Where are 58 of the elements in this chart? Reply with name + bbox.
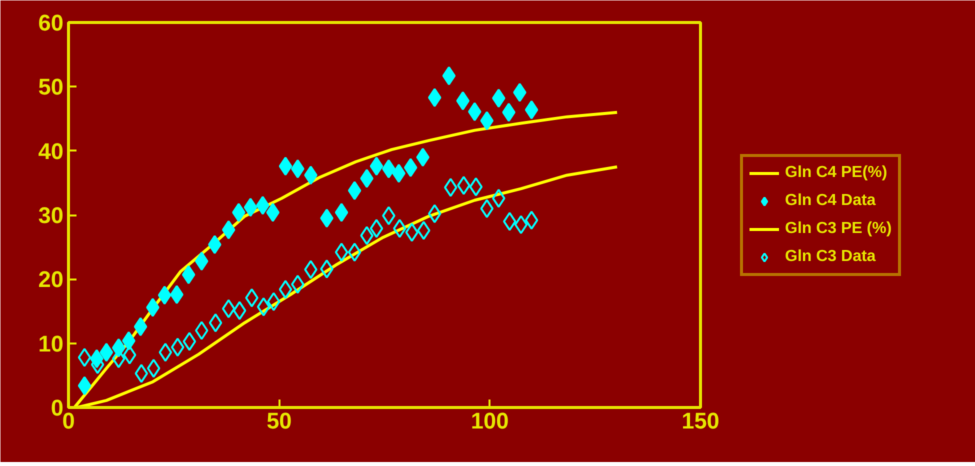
point [222, 299, 236, 318]
point [480, 199, 494, 218]
point [524, 100, 538, 120]
point [405, 222, 419, 242]
point [158, 342, 172, 362]
point [182, 332, 196, 351]
point [428, 88, 442, 108]
point [134, 317, 148, 336]
point [469, 177, 483, 196]
line-series [72, 110, 619, 408]
point [100, 342, 114, 362]
point [370, 156, 384, 176]
point [266, 202, 280, 222]
point [334, 202, 348, 222]
legend-label: Gln C4 Data [785, 192, 876, 210]
point [122, 345, 136, 364]
point [456, 91, 470, 110]
point [182, 265, 196, 284]
point [514, 215, 528, 234]
point [244, 198, 258, 217]
x-tick-label: 150 [682, 408, 720, 434]
point [404, 158, 418, 178]
x-tick-label: 50 [266, 408, 292, 434]
point [442, 66, 456, 86]
point [146, 358, 160, 378]
point [278, 280, 292, 299]
point [158, 286, 172, 305]
point [480, 111, 494, 130]
point [194, 252, 208, 271]
point [194, 321, 208, 340]
point [416, 148, 430, 167]
point [232, 301, 246, 320]
point [348, 242, 362, 262]
point [502, 212, 516, 231]
point [222, 220, 236, 240]
y-tick-label: 20 [38, 266, 64, 292]
point [78, 376, 92, 396]
legend-label: Gln C3 PE (%) [785, 220, 892, 238]
point [170, 338, 184, 357]
point [256, 297, 270, 316]
point [78, 348, 92, 367]
x-tick-label: 100 [470, 408, 509, 434]
point [428, 204, 442, 224]
point [334, 242, 348, 262]
y-tick-label: 10 [38, 330, 64, 356]
point [524, 210, 538, 230]
point [444, 178, 458, 197]
y-tick-label: 30 [38, 202, 64, 228]
legend-label: Gln C3 Data [785, 248, 876, 266]
point [348, 181, 362, 200]
point [370, 218, 384, 238]
point [134, 364, 148, 383]
point [208, 313, 222, 332]
y-tick-label: 60 [38, 10, 64, 36]
y-tick-label: 50 [38, 74, 64, 100]
y-tick-label: 40 [38, 138, 64, 164]
point [278, 156, 292, 176]
legend-label: Gln C4 PE(%) [785, 164, 888, 182]
